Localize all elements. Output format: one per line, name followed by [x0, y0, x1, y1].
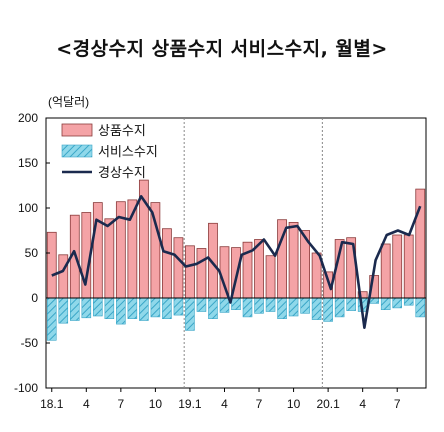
x-tick-label: 7	[118, 397, 125, 411]
services-bar	[254, 297, 264, 314]
goods-bar	[185, 245, 195, 299]
goods-bar	[162, 228, 172, 299]
services-bar	[69, 297, 80, 321]
services-balance-bars	[46, 297, 426, 341]
services-bar	[219, 297, 230, 313]
services-bar	[81, 297, 92, 319]
services-bar	[116, 297, 126, 325]
goods-bar	[380, 243, 391, 299]
x-tick-label: 7	[394, 397, 401, 411]
goods-bar	[196, 248, 207, 299]
goods-bar	[265, 255, 276, 299]
x-tick-label: 10	[149, 397, 163, 411]
goods-bar	[104, 218, 115, 299]
services-bar	[162, 297, 172, 320]
goods-balance-bars	[46, 179, 426, 299]
x-tick-label: 4	[221, 397, 228, 411]
goods-bar	[46, 231, 57, 299]
services-bar	[403, 297, 414, 306]
services-bar	[127, 297, 138, 320]
services-bar	[380, 297, 391, 310]
services-bar	[265, 297, 276, 312]
legend-services-swatch	[61, 144, 93, 158]
goods-bar	[173, 237, 184, 299]
x-axis-ticks: 18.1 4 7 10 19.1 4 7 10 20.1 4 7	[40, 388, 401, 411]
goods-bar	[403, 234, 414, 299]
services-bar	[173, 297, 184, 316]
legend-goods-label: 상품수지	[98, 124, 146, 139]
goods-bar	[288, 221, 299, 299]
y-axis-ticks: 200 150 100 50 0 -50 -100	[14, 111, 50, 395]
goods-bar	[92, 202, 103, 299]
legend-current-label: 경상수지	[98, 166, 146, 181]
y-tick-label: -50	[21, 336, 39, 350]
y-tick-label: -100	[14, 381, 38, 395]
services-bar	[369, 297, 379, 304]
goods-bar	[115, 201, 126, 299]
y-tick-label: 0	[31, 291, 38, 305]
services-bar	[288, 297, 299, 317]
x-tick-label: 4	[83, 397, 90, 411]
goods-bar	[58, 254, 69, 299]
y-tick-label: 100	[18, 201, 38, 215]
services-bar	[150, 297, 161, 318]
goods-bar	[415, 188, 426, 299]
y-tick-label: 150	[18, 156, 38, 170]
x-tick-label: 18.1	[40, 397, 64, 411]
services-bar	[139, 297, 149, 321]
services-bar	[415, 297, 426, 318]
x-tick-label: 19.1	[178, 397, 202, 411]
services-bar	[346, 297, 356, 311]
services-bar	[46, 297, 57, 341]
year-dividers	[183, 118, 323, 388]
services-bar	[185, 297, 195, 331]
services-bar	[231, 297, 241, 310]
x-tick-label: 20.1	[316, 397, 340, 411]
y-tick-label: 200	[18, 111, 38, 125]
legend-goods-swatch	[61, 123, 93, 137]
legend-services-label: 서비스수지	[98, 145, 158, 160]
goods-bar	[219, 246, 230, 299]
services-bar	[242, 297, 253, 318]
services-bar	[311, 297, 322, 320]
services-bar	[334, 297, 345, 318]
y-tick-label: 50	[25, 246, 39, 260]
goods-bar	[392, 234, 403, 299]
chart-title: <경상수지 상품수지 서비스수지, 월별>	[56, 38, 388, 60]
current-account-line	[51, 195, 422, 330]
current-account-polyline	[51, 195, 422, 330]
x-tick-label: 10	[287, 397, 301, 411]
services-bar	[277, 297, 287, 320]
services-bar	[300, 297, 310, 314]
services-bar	[104, 297, 115, 320]
services-bar	[208, 297, 218, 320]
x-tick-label: 7	[256, 397, 263, 411]
services-bar	[323, 297, 333, 322]
services-bar	[58, 297, 69, 324]
services-bar	[392, 297, 403, 309]
services-bar	[196, 297, 207, 312]
y-axis-unit-label: (억달러)	[48, 95, 89, 109]
services-bar	[93, 297, 103, 317]
x-tick-label: 4	[359, 397, 366, 411]
